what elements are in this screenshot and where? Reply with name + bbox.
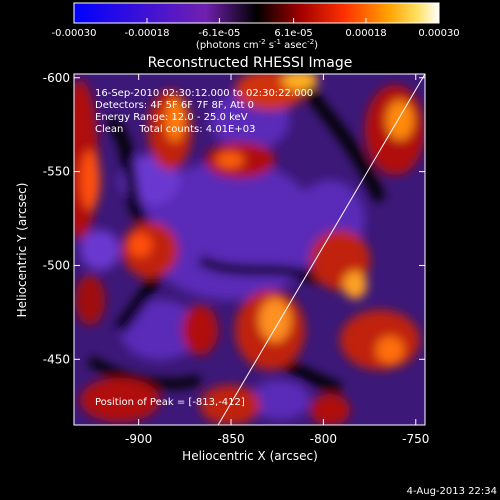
x-axis-label: Heliocentric X (arcsec) <box>182 449 318 463</box>
x-axis-ticks: -900 -850 -800 -750 <box>125 74 429 446</box>
solar-limb-line <box>217 73 426 426</box>
info-line-detectors: Detectors: 4F 5F 6F 7F 8F, Att 0 <box>95 100 254 111</box>
y-tick-label: -450 <box>43 352 70 366</box>
info-line-energy: Energy Range: 12.0 - 25.0 keV <box>95 112 248 123</box>
y-axis-ticks: -450 -500 -550 -600 <box>43 71 425 366</box>
colorbar-gradient <box>73 2 440 24</box>
x-tick-label: -900 <box>125 432 152 446</box>
peak-position: Position of Peak = [-813,-412] <box>95 397 245 408</box>
plot-frame <box>73 73 426 426</box>
colorbar-tick-label: 6.1e-05 <box>274 28 312 39</box>
colorbar-tick-label: 0.00030 <box>418 28 459 39</box>
x-tick-label: -850 <box>217 432 244 446</box>
y-tick-label: -550 <box>43 165 70 179</box>
colorbar-tick-label: -0.00018 <box>125 28 170 39</box>
reconstructed-image <box>74 74 425 425</box>
timestamp: 4-Aug-2013 22:34 <box>407 486 497 497</box>
y-axis-label: Heliocentric Y (arcsec) <box>15 183 29 318</box>
colorbar-tick-label: -0.00030 <box>52 28 97 39</box>
info-line-algorithm: Clean Total counts: 4.01E+03 <box>95 124 255 135</box>
info-line-time: 16-Sep-2010 02:30:12.000 to 02:30:22.000 <box>95 88 313 99</box>
x-tick-label: -800 <box>310 432 337 446</box>
y-tick-label: -500 <box>43 258 70 272</box>
colorbar-unit: (photons cm-2 s-1 asec-2) <box>196 38 318 51</box>
colorbar-tick-label: 0.00018 <box>345 28 386 39</box>
colorbar-tick-label: -6.1e-05 <box>198 28 240 39</box>
observation-info: 16-Sep-2010 02:30:12.000 to 02:30:22.000… <box>95 88 313 135</box>
y-tick-label: -600 <box>43 71 70 85</box>
colorbar-ticks: -0.00030 -0.00018 -6.1e-05 6.1e-05 0.00018 0.… <box>52 18 460 39</box>
plot-title: Reconstructed RHESSI Image <box>148 55 353 71</box>
colorbar: -0.00030 -0.00018 -6.1e-05 6.1e-05 0.00018 0.… <box>52 2 460 51</box>
x-tick-label: -750 <box>402 432 429 446</box>
